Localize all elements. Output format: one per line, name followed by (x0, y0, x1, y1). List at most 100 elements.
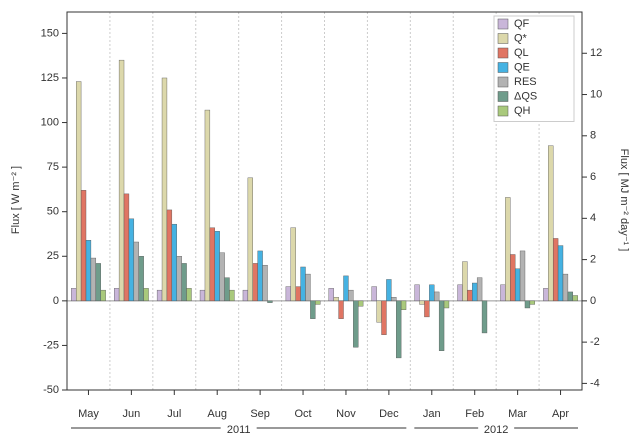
x-tick-label: Feb (465, 408, 484, 420)
y2-tick-label: 0 (590, 295, 596, 307)
y-tick-label: 125 (41, 72, 59, 84)
bar (143, 288, 149, 302)
bar (85, 240, 92, 302)
legend-label: QL (514, 47, 529, 59)
legend-swatch (497, 47, 509, 59)
bar (543, 288, 549, 302)
legend-label: RES (514, 76, 537, 88)
bar (386, 279, 392, 302)
bar (348, 289, 354, 302)
y2-tick-label: 6 (590, 171, 596, 183)
bar (457, 284, 463, 302)
bar (166, 209, 173, 302)
legend-label: ΔQS (514, 90, 537, 102)
bar (343, 275, 349, 302)
x-tick-label: Nov (336, 408, 356, 420)
bar (481, 300, 488, 334)
plot-frame (66, 11, 583, 391)
bar (80, 190, 87, 302)
x-tick-label: Mar (508, 408, 527, 420)
bar (396, 300, 402, 359)
y2-tick-label: -4 (590, 377, 600, 389)
bar (333, 297, 339, 302)
bar (300, 266, 306, 302)
bar (204, 109, 211, 302)
bar (181, 263, 187, 302)
bar (242, 289, 249, 302)
x-tick-label: Dec (379, 408, 399, 420)
bar (429, 284, 435, 302)
legend-label: Q* (514, 32, 528, 44)
x-tick-label: Jan (423, 408, 441, 420)
bar (400, 300, 407, 310)
bar (524, 300, 531, 309)
x-tick-label: Jul (167, 408, 181, 420)
bar (391, 297, 397, 302)
bar (247, 177, 253, 302)
bar (510, 254, 516, 302)
bar (381, 300, 387, 335)
y2-tick-label: 4 (590, 212, 596, 224)
bar (338, 300, 344, 319)
bar (252, 263, 258, 302)
y2-tick-label: 12 (590, 47, 602, 59)
y-tick-label: 25 (47, 250, 59, 262)
bar (472, 282, 478, 302)
bar (128, 218, 135, 302)
bar (310, 300, 316, 319)
bar (161, 77, 168, 302)
bar (353, 300, 359, 348)
bar (123, 193, 130, 302)
legend-swatch (497, 76, 509, 88)
x-tick-label: Apr (552, 408, 569, 420)
y-tick-label: 100 (41, 116, 59, 128)
bar (219, 252, 225, 302)
y-axis-label: Flux [ W m⁻² ] (10, 166, 22, 234)
bar (414, 284, 420, 302)
y2-tick-label: -2 (590, 336, 600, 348)
bar (295, 286, 301, 302)
bar (371, 286, 377, 302)
bar (90, 257, 97, 302)
legend-swatch (497, 105, 509, 117)
bar (424, 300, 430, 318)
legend-label: QF (514, 18, 530, 30)
bar (500, 284, 506, 302)
bar (305, 273, 311, 302)
y2-tick-label: 10 (590, 88, 602, 100)
bar (199, 289, 206, 302)
legend-swatch (497, 62, 509, 73)
bar (214, 231, 220, 302)
bar (467, 289, 473, 302)
bar (156, 289, 163, 302)
x-tick-label: May (78, 408, 99, 420)
bar (262, 264, 268, 302)
year-label: 2011 (227, 424, 251, 435)
y2-tick-label: 2 (590, 254, 596, 266)
bar (176, 256, 182, 302)
y-tick-label: -50 (43, 384, 59, 396)
bar (519, 250, 526, 302)
y-tick-label: 150 (41, 27, 59, 39)
bar (171, 223, 177, 302)
y-tick-label: 50 (47, 206, 59, 218)
bar (434, 291, 440, 302)
bar (138, 256, 144, 302)
legend-swatch (497, 91, 509, 102)
y-tick-label: 75 (47, 161, 59, 173)
bar (315, 300, 321, 305)
bar (229, 289, 235, 302)
legend-label: QH (514, 105, 531, 117)
legend-swatch (497, 33, 509, 44)
bar (358, 300, 364, 307)
bar (285, 286, 291, 302)
bar (529, 300, 535, 305)
bar (572, 295, 578, 302)
bar (290, 227, 296, 302)
x-tick-label: Oct (294, 408, 311, 420)
bar (95, 263, 101, 302)
bar (476, 277, 483, 302)
bar (438, 300, 445, 351)
bar (376, 300, 382, 323)
